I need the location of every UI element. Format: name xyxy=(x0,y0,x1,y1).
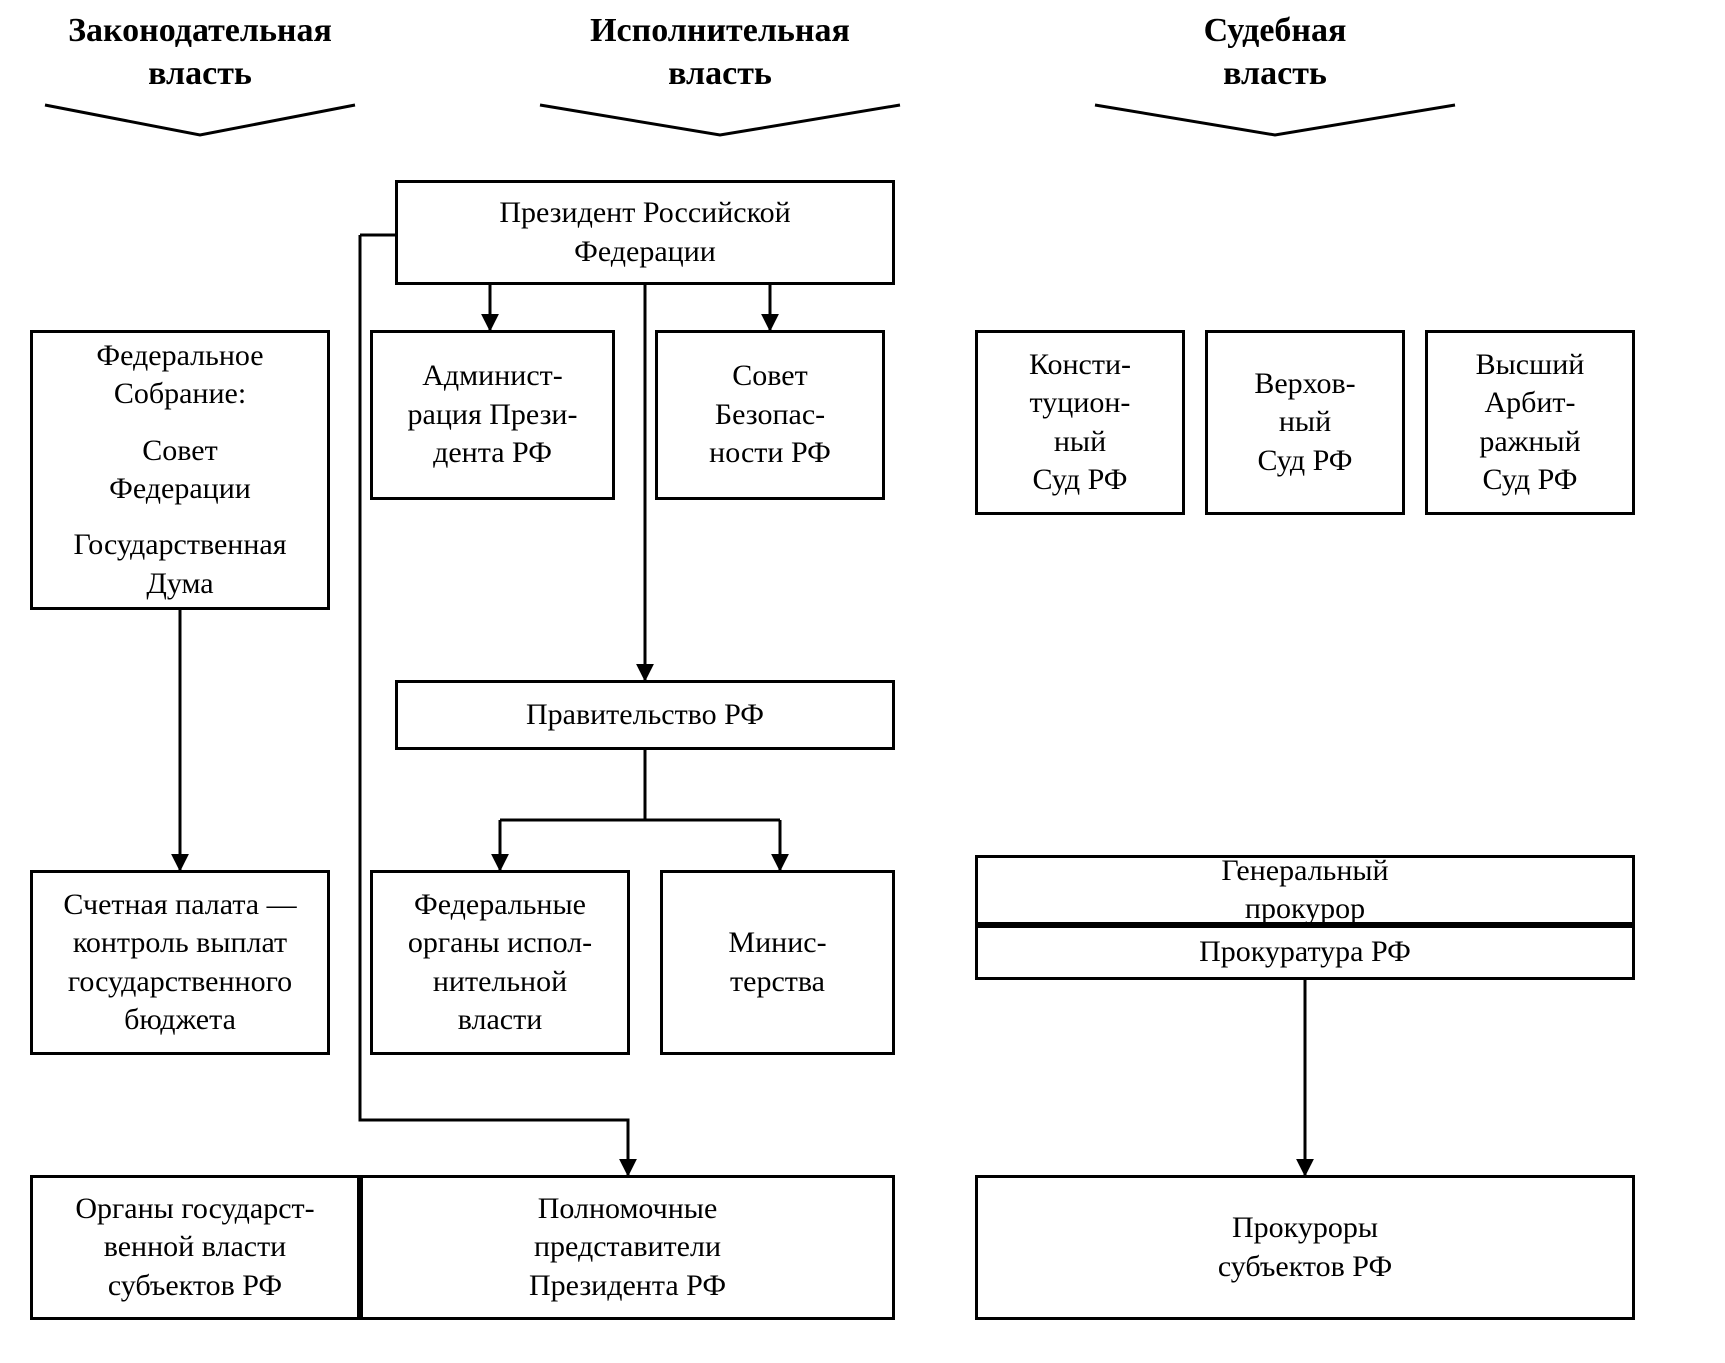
federal-assembly-line-2: Государственная Дума xyxy=(73,526,286,603)
node-president: Президент Российской Федерации xyxy=(395,180,895,285)
node-accounts-chamber: Счетная палата — контроль выплат государ… xyxy=(30,870,330,1055)
federal-assembly-line-1: Совет Федерации xyxy=(109,432,251,509)
node-subject-bodies: Органы государст- венной власти субъекто… xyxy=(30,1175,360,1320)
node-arbitration-court: Высший Арбит- ражный Суд РФ xyxy=(1425,330,1635,515)
diagram-stage: Законодательная власть Исполнительная вл… xyxy=(0,0,1725,1363)
header-judicial: Судебная власть xyxy=(1125,10,1425,95)
node-general-prosecutor: Генеральный прокурор xyxy=(975,855,1635,925)
node-supreme-court: Верхов- ный Суд РФ xyxy=(1205,330,1405,515)
node-president-admin: Админист- рация Прези- дента РФ xyxy=(370,330,615,500)
node-constitutional-court: Консти- туцион- ный Суд РФ xyxy=(975,330,1185,515)
header-legislative: Законодательная власть xyxy=(45,10,355,95)
node-prosecutors-office: Прокуратура РФ xyxy=(975,925,1635,980)
node-ministries: Минис- терства xyxy=(660,870,895,1055)
node-subject-prosecutors: Прокуроры субъектов РФ xyxy=(975,1175,1635,1320)
header-executive: Исполнительная власть xyxy=(550,10,890,95)
node-fed-exec-bodies: Федеральные органы испол- нительной влас… xyxy=(370,870,630,1055)
node-government: Правительство РФ xyxy=(395,680,895,750)
federal-assembly-line-0: Федеральное Собрание: xyxy=(96,337,263,414)
node-plenipotentiaries: Полномочные представители Президента РФ xyxy=(360,1175,895,1320)
node-federal-assembly: Федеральное Собрание: Совет Федерации Го… xyxy=(30,330,330,610)
node-security-council: Совет Безопас- ности РФ xyxy=(655,330,885,500)
